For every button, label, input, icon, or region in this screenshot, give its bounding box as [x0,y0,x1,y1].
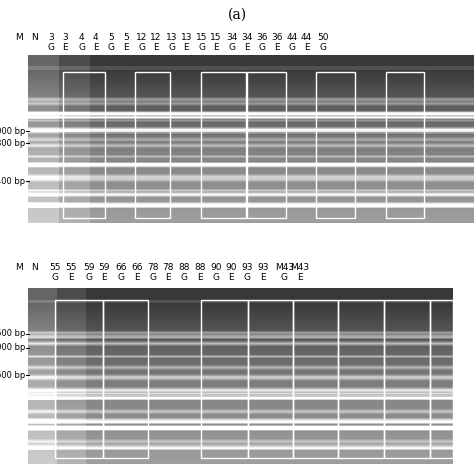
Text: 44: 44 [301,33,312,42]
Text: 93: 93 [242,263,253,272]
Text: G: G [281,273,288,282]
Text: 36: 36 [256,33,268,42]
Text: 3: 3 [63,33,68,42]
Text: G: G [52,273,59,282]
Text: E: E [123,43,129,52]
Text: 1000 bp: 1000 bp [0,344,25,353]
Bar [201,72,246,218]
Bar [135,72,170,218]
Text: 13: 13 [166,33,177,42]
Text: G: G [108,43,115,52]
Text: E: E [260,273,266,282]
Text: G: G [319,43,326,52]
Text: 88: 88 [194,263,206,272]
Text: E: E [101,273,107,282]
Text: 44: 44 [287,33,298,42]
Text: G: G [78,43,85,52]
Text: 59: 59 [83,263,94,272]
Text: 36: 36 [271,33,283,42]
Text: E: E [165,273,171,282]
Text: 55: 55 [65,263,77,272]
Text: G: G [85,273,92,282]
Bar [247,72,286,218]
Text: E: E [228,273,234,282]
Text: 15: 15 [210,33,222,42]
Text: G: G [199,43,205,52]
Text: 15: 15 [196,33,208,42]
Text: N: N [31,263,37,272]
Text: E: E [244,43,249,52]
Text: 4: 4 [79,33,84,42]
Text: G: G [244,273,251,282]
Text: E: E [93,43,99,52]
Bar [293,300,338,458]
Text: 3: 3 [48,33,54,42]
Text: E: E [274,43,280,52]
Text: 66: 66 [131,263,143,272]
Bar [386,72,424,218]
Text: 66: 66 [116,263,127,272]
Text: 78: 78 [147,263,158,272]
Text: E: E [197,273,203,282]
Text: 600 bp: 600 bp [0,371,25,380]
Text: 88: 88 [179,263,190,272]
Text: E: E [297,273,303,282]
Text: G: G [181,273,188,282]
Text: 4: 4 [93,33,99,42]
Text: 12: 12 [136,33,147,42]
Bar [384,300,430,458]
Text: M43: M43 [275,263,294,272]
Text: 5: 5 [109,33,114,42]
Bar [430,300,453,458]
Text: E: E [63,43,68,52]
Text: 12: 12 [150,33,162,42]
Text: 400 bp: 400 bp [0,176,25,185]
Bar [316,72,355,218]
Bar [55,300,103,458]
Text: 34: 34 [227,33,238,42]
Text: 1000 bp: 1000 bp [0,127,25,136]
Text: 5: 5 [123,33,129,42]
Text: 90: 90 [210,263,221,272]
Bar [338,300,384,458]
Text: G: G [168,43,175,52]
Text: 78: 78 [163,263,174,272]
Text: E: E [134,273,140,282]
Text: G: G [149,273,156,282]
Text: E: E [68,273,74,282]
Text: G: G [259,43,265,52]
Text: N: N [31,33,37,42]
Text: E: E [213,43,219,52]
Text: 34: 34 [241,33,252,42]
Text: (a): (a) [228,8,246,22]
Text: 90: 90 [226,263,237,272]
Text: G: G [212,273,219,282]
Text: 55: 55 [50,263,61,272]
Text: M43: M43 [291,263,310,272]
Text: G: G [118,273,125,282]
Text: G: G [138,43,145,52]
Text: 93: 93 [257,263,269,272]
Text: G: G [289,43,296,52]
Bar [248,300,293,458]
Bar [63,72,105,218]
Bar [201,300,248,458]
Text: 59: 59 [99,263,110,272]
Text: G: G [229,43,236,52]
Text: M: M [15,263,23,272]
Text: 1500 bp: 1500 bp [0,329,25,338]
Text: E: E [304,43,310,52]
Text: E: E [153,43,159,52]
Text: 50: 50 [317,33,328,42]
Bar [103,300,148,458]
Text: E: E [183,43,189,52]
Text: 800 bp: 800 bp [0,138,25,147]
Text: G: G [48,43,55,52]
Text: 13: 13 [181,33,192,42]
Text: M: M [15,33,23,42]
